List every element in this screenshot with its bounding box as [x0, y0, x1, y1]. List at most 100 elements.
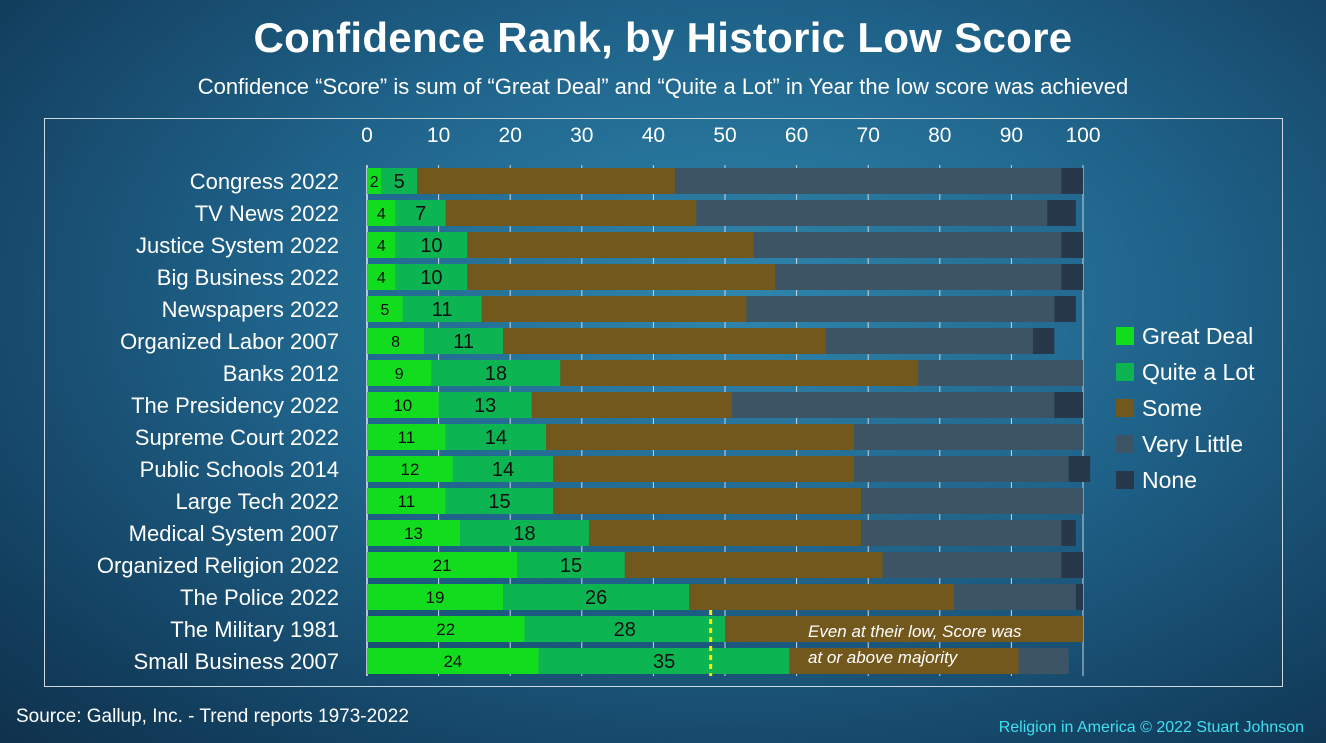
- bar-segment: [445, 488, 554, 514]
- legend-label: Quite a Lot: [1142, 358, 1255, 385]
- data-label: 4: [377, 238, 386, 255]
- bar-segment: [674, 168, 1062, 194]
- bar-segment: [460, 520, 589, 546]
- bar-segment: [725, 616, 1083, 642]
- bar-segment: [1075, 584, 1083, 610]
- bar-segment: [553, 456, 854, 482]
- bar-segment: [367, 232, 396, 258]
- bar-segment: [1068, 456, 1091, 482]
- bar-segment: [546, 424, 854, 450]
- bar-segment: [861, 520, 1062, 546]
- x-tick-label: 60: [785, 124, 808, 147]
- bar-segment: [1047, 200, 1076, 226]
- data-label: 4: [377, 270, 386, 287]
- data-label: 12: [400, 460, 419, 479]
- data-label: 7: [415, 203, 426, 225]
- data-label: 11: [432, 299, 453, 321]
- data-label: 24: [443, 652, 462, 671]
- data-label: 15: [560, 555, 582, 577]
- legend-label: Some: [1142, 394, 1203, 421]
- data-label: 5: [380, 302, 389, 319]
- legend-item: Very Little: [1116, 426, 1255, 462]
- legend-label: Great Deal: [1142, 322, 1254, 349]
- data-label: 18: [513, 523, 535, 545]
- category-label: Banks 2012: [223, 361, 339, 386]
- bar-segment: [445, 424, 546, 450]
- x-tick-label: 100: [1065, 124, 1100, 147]
- bar-segment: [367, 360, 432, 386]
- bar-segment: [402, 296, 482, 322]
- category-label: The Presidency 2022: [131, 393, 339, 418]
- bar-segment: [531, 392, 733, 418]
- category-label: Large Tech 2022: [175, 489, 339, 514]
- bar-segment: [367, 328, 425, 354]
- chart-frame: [44, 118, 1283, 687]
- legend-item: None: [1116, 462, 1255, 498]
- category-label: The Police 2022: [180, 585, 339, 610]
- legend-item: Quite a Lot: [1116, 354, 1255, 390]
- bar-segment: [395, 200, 446, 226]
- bar-segment: [452, 456, 554, 482]
- data-label: 13: [404, 524, 423, 543]
- data-label: 10: [420, 235, 442, 257]
- bar-segment: [367, 392, 439, 418]
- data-label: 11: [398, 428, 416, 447]
- bar-segment: [624, 552, 883, 578]
- data-label: 22: [436, 620, 455, 639]
- bar-segment: [753, 232, 1062, 258]
- legend-swatch: [1116, 471, 1134, 489]
- x-tick-label: 90: [1000, 124, 1023, 147]
- data-label: 8: [391, 334, 400, 351]
- data-label: 14: [485, 427, 507, 449]
- bar-segment: [367, 424, 446, 450]
- x-tick-label: 40: [642, 124, 665, 147]
- bar-segment: [367, 552, 518, 578]
- bar-segment: [918, 360, 1083, 386]
- category-label: Medical System 2007: [129, 521, 339, 546]
- legend-label: Very Little: [1142, 430, 1243, 457]
- x-tick-label: 70: [857, 124, 880, 147]
- bar-segment: [853, 456, 1069, 482]
- bar-segment: [853, 424, 1083, 450]
- legend: Great Deal Quite a Lot Some Very Little None: [1116, 318, 1255, 498]
- category-label: Small Business 2007: [134, 649, 339, 674]
- bar-segment: [861, 488, 1083, 514]
- bar-segment: [367, 296, 403, 322]
- category-label: TV News 2022: [195, 201, 339, 226]
- bar-segment: [381, 168, 418, 194]
- bar-segment: [825, 328, 1033, 354]
- bar-segment: [560, 360, 919, 386]
- category-label: Supreme Court 2022: [135, 425, 339, 450]
- bar-segment: [367, 520, 461, 546]
- bar-segment: [1061, 232, 1083, 258]
- bar-segment: [395, 232, 468, 258]
- data-label: 35: [653, 651, 675, 673]
- bar-segment: [467, 264, 776, 290]
- data-label: 10: [393, 396, 412, 415]
- x-tick-label: 80: [928, 124, 951, 147]
- x-tick-label: 0: [361, 124, 373, 147]
- bar-segment: [424, 328, 504, 354]
- chart-title: Confidence Rank, by Historic Low Score: [253, 14, 1073, 61]
- bar-segment: [438, 392, 532, 418]
- bar-segment: [1018, 648, 1069, 674]
- bar-segment: [367, 584, 504, 610]
- data-label: 13: [474, 395, 496, 417]
- credit-note: Religion in America © 2022 Stuart Johnso…: [998, 719, 1304, 736]
- data-label: 19: [426, 588, 445, 607]
- bar-segment: [467, 232, 754, 258]
- category-label: Organized Religion 2022: [97, 553, 339, 578]
- bar-segment: [503, 328, 826, 354]
- bar-segment: [732, 392, 1055, 418]
- data-label: 21: [433, 556, 452, 575]
- bar-segment: [746, 296, 1055, 322]
- data-label: 10: [420, 267, 442, 289]
- bar-segment: [789, 648, 1019, 674]
- x-tick-label: 50: [713, 124, 736, 147]
- bar-segment: [553, 488, 862, 514]
- legend-item: Great Deal: [1116, 318, 1255, 354]
- data-label: 18: [485, 363, 507, 385]
- bar-segment: [367, 168, 382, 194]
- legend-swatch: [1116, 399, 1134, 417]
